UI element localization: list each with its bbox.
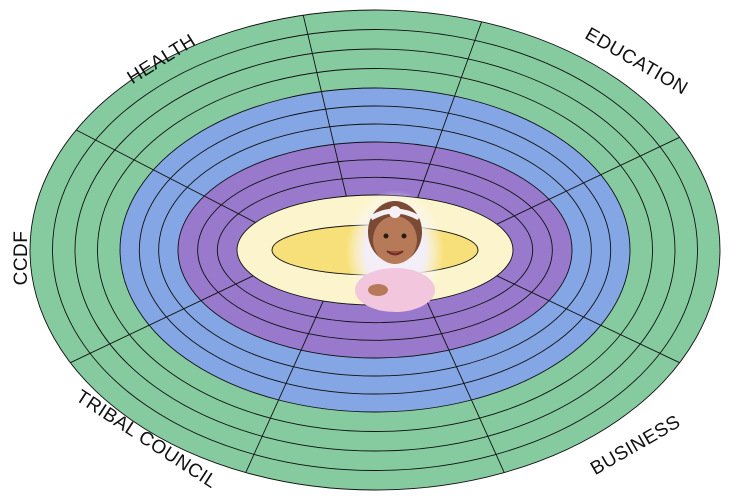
diagram: HEALTH EDUCATION CCDF TRIBAL COUNCIL BUS… [0, 0, 737, 504]
page: HEALTH EDUCATION CCDF TRIBAL COUNCIL BUS… [0, 0, 737, 504]
baby-photo [346, 190, 444, 312]
sector-label: CCDF [11, 231, 32, 286]
